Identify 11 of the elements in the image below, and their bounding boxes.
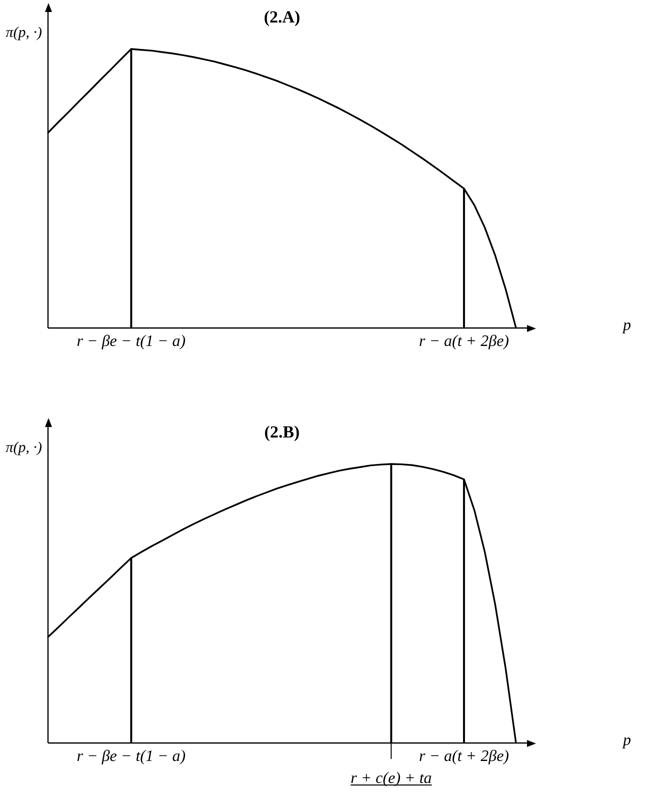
x-axis-title: p [622, 317, 631, 334]
x-tick-label: r − a(t + 2βe) [419, 748, 509, 766]
y-axis-title: π(p, ·) [6, 440, 42, 456]
chart-title: (2.B) [264, 422, 300, 442]
x-tick-label: r − βe − t(1 − a) [76, 333, 186, 350]
x-tick-label: r − a(t + 2βe) [419, 333, 509, 350]
x-tick-label: r − βe − t(1 − a) [76, 748, 186, 766]
y-axis-title: π(p, ·) [6, 24, 42, 41]
x-tick-label: r + c(e) + ta [350, 770, 432, 788]
x-axis-title: p [622, 732, 631, 750]
chart-title: (2.A) [264, 7, 300, 26]
